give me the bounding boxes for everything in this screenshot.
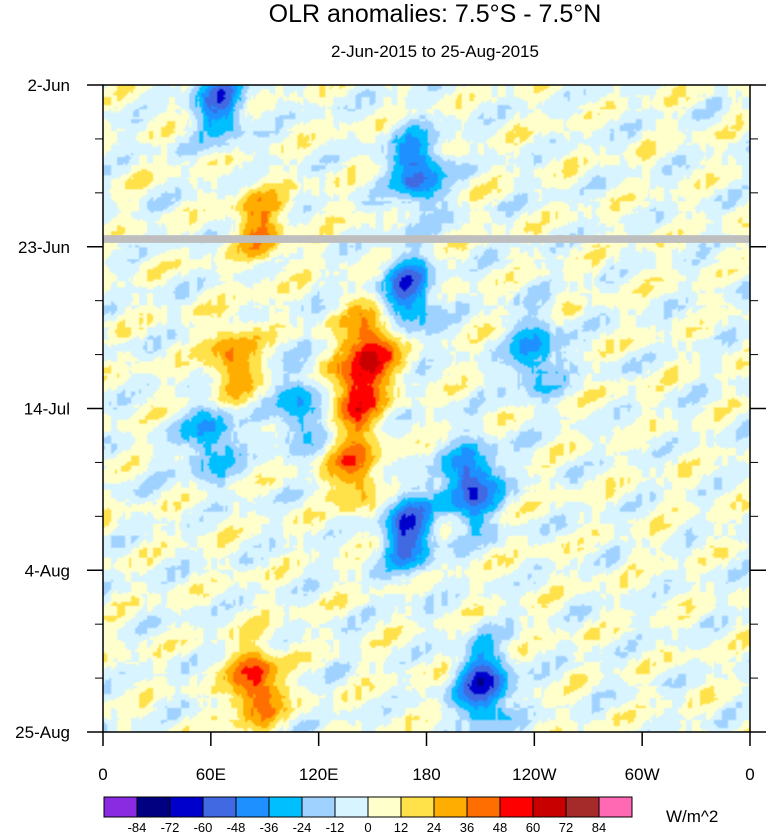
colorbar-swatch (268, 796, 303, 818)
colorbar-swatch (169, 796, 204, 818)
colorbar-label: 0 (364, 820, 371, 834)
y-axis: 2-Jun 23-Jun 14-Jul 4-Aug 25-Aug (15, 76, 766, 742)
x-tick-label: 120W (512, 765, 556, 784)
colorbar-label: 12 (394, 820, 408, 834)
colorbar-swatch (301, 796, 336, 818)
colorbar-label: -36 (260, 820, 279, 834)
x-tick-label: 60E (196, 765, 226, 784)
chart-title: OLR anomalies: 7.5°S - 7.5°N (269, 0, 602, 28)
colorbar-label: -48 (227, 820, 246, 834)
colorbar-swatch (598, 796, 633, 818)
colorbar-swatch (499, 796, 534, 818)
x-tick-label: 0 (98, 765, 107, 784)
colorbar-swatch (136, 796, 171, 818)
y-tick-label: 2-Jun (27, 76, 70, 95)
heatmap-field (103, 85, 750, 732)
colorbar: -84 -72 -60 -48 -36 -24 -12 0 12 24 36 48 60 72 84 (103, 796, 633, 834)
colorbar-swatch (235, 796, 270, 818)
y-tick-label: 4-Aug (25, 561, 70, 580)
colorbar-label: 84 (592, 820, 606, 834)
colorbar-label: 60 (526, 820, 540, 834)
x-tick-label: 0 (745, 765, 754, 784)
colorbar-swatch (400, 796, 435, 818)
missing-data-band (103, 235, 750, 243)
x-tick-label: 60W (625, 765, 660, 784)
colorbar-label: 48 (493, 820, 507, 834)
y-tick-label: 23-Jun (18, 238, 70, 257)
y-tick-label: 25-Aug (15, 723, 70, 742)
colorbar-label: 72 (559, 820, 573, 834)
colorbar-units: W/m^2 (666, 807, 718, 826)
colorbar-label: -12 (326, 820, 345, 834)
colorbar-label: -24 (293, 820, 312, 834)
colorbar-swatch (202, 796, 237, 818)
plot-area (102, 84, 751, 733)
x-tick-label: 180 (412, 765, 440, 784)
colorbar-swatch (367, 796, 402, 818)
colorbar-label: -60 (194, 820, 213, 834)
colorbar-label: -72 (161, 820, 180, 834)
colorbar-label: 24 (427, 820, 441, 834)
colorbar-swatch (334, 796, 369, 818)
colorbar-swatch (466, 796, 501, 818)
colorbar-label: 36 (460, 820, 474, 834)
colorbar-swatch (433, 796, 468, 818)
y-tick-label: 14-Jul (24, 400, 70, 419)
x-axis: 0 60E 120E 180 120W 60W 0 (98, 732, 755, 784)
colorbar-swatch (103, 796, 138, 818)
colorbar-swatch (565, 796, 600, 818)
colorbar-swatch (532, 796, 567, 818)
chart-subtitle: 2-Jun-2015 to 25-Aug-2015 (331, 42, 539, 61)
x-tick-label: 120E (299, 765, 339, 784)
colorbar-label: -84 (128, 820, 147, 834)
